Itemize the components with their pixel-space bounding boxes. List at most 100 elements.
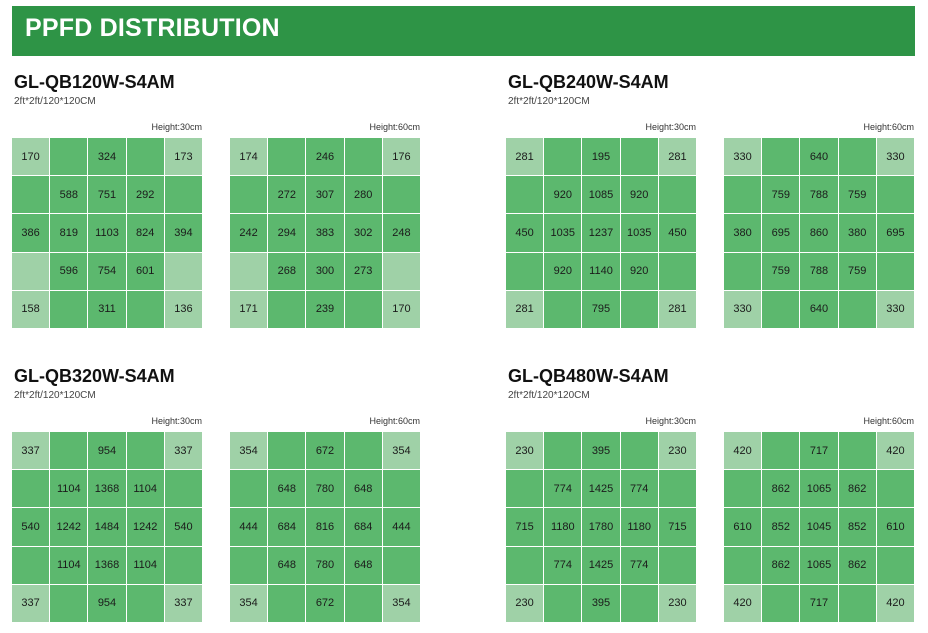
ppfd-cell: 444 bbox=[230, 508, 268, 546]
ppfd-cell bbox=[876, 470, 914, 508]
ppfd-cell: 354 bbox=[230, 432, 268, 470]
ppfd-cell: 954 bbox=[88, 432, 126, 470]
ppfd-cell: 420 bbox=[876, 584, 914, 622]
ppfd-cell: 395 bbox=[582, 584, 620, 622]
ppfd-cell: 1425 bbox=[582, 546, 620, 584]
ppfd-cell bbox=[724, 176, 762, 214]
ppfd-cell: 380 bbox=[838, 214, 876, 252]
ppfd-cell bbox=[230, 252, 268, 290]
ppfd-cell bbox=[164, 470, 202, 508]
ppfd-cell: 860 bbox=[800, 214, 838, 252]
ppfd-cell bbox=[762, 432, 800, 470]
ppfd-cell bbox=[762, 290, 800, 328]
ppfd-cell: 272 bbox=[268, 176, 306, 214]
ppfd-cell bbox=[506, 176, 544, 214]
ppfd-cell: 715 bbox=[658, 508, 696, 546]
ppfd-cell bbox=[230, 470, 268, 508]
ppfd-cell: 450 bbox=[658, 214, 696, 252]
ppfd-cell: 420 bbox=[724, 432, 762, 470]
ppfd-cell bbox=[344, 138, 382, 176]
ppfd-cell bbox=[658, 470, 696, 508]
ppfd-cell bbox=[164, 546, 202, 584]
ppfd-cell: 1103 bbox=[88, 214, 126, 252]
ppfd-cell: 354 bbox=[382, 584, 420, 622]
ppfd-cell bbox=[620, 584, 658, 622]
page-title: PPFD DISTRIBUTION bbox=[25, 14, 280, 42]
ppfd-cell: 170 bbox=[382, 290, 420, 328]
ppfd-cell: 246 bbox=[306, 138, 344, 176]
ppfd-cell: 695 bbox=[762, 214, 800, 252]
ppfd-cell: 311 bbox=[88, 290, 126, 328]
ppfd-cell: 420 bbox=[724, 584, 762, 622]
ppfd-cell: 717 bbox=[800, 584, 838, 622]
ppfd-cell bbox=[382, 176, 420, 214]
ppfd-cell bbox=[544, 138, 582, 176]
ppfd-cell: 920 bbox=[544, 176, 582, 214]
ppfd-cell: 788 bbox=[800, 176, 838, 214]
ppfd-cell: 862 bbox=[838, 546, 876, 584]
ppfd-cell: 759 bbox=[762, 176, 800, 214]
model-title: GL-QB320W-S4AM bbox=[14, 366, 175, 386]
ppfd-cell bbox=[382, 546, 420, 584]
ppfd-cell: 788 bbox=[800, 252, 838, 290]
ppfd-cell bbox=[50, 138, 88, 176]
ppfd-cell: 158 bbox=[12, 290, 50, 328]
ppfd-cell bbox=[838, 432, 876, 470]
ppfd-cell: 920 bbox=[544, 252, 582, 290]
ppfd-cell bbox=[126, 584, 164, 622]
ppfd-cell: 230 bbox=[506, 432, 544, 470]
ppfd-cell: 640 bbox=[800, 290, 838, 328]
ppfd-cell: 1180 bbox=[620, 508, 658, 546]
ppfd-cell: 1065 bbox=[800, 546, 838, 584]
ppfd-cell bbox=[762, 138, 800, 176]
ppfd-cell bbox=[12, 252, 50, 290]
ppfd-grid: 230 395 230 774 1425 774 715 1180 1780 1180 715 774… bbox=[506, 432, 696, 622]
ppfd-cell: 386 bbox=[12, 214, 50, 252]
ppfd-cell: 294 bbox=[268, 214, 306, 252]
ppfd-grid: 354 672 354 648 780 648 444 684 816 684 444 648 780 6… bbox=[230, 432, 420, 622]
ppfd-cell bbox=[12, 176, 50, 214]
height-label: Height:30cm bbox=[151, 416, 202, 426]
height-label: Height:30cm bbox=[645, 122, 696, 132]
ppfd-cell: 1425 bbox=[582, 470, 620, 508]
ppfd-cell: 610 bbox=[876, 508, 914, 546]
ppfd-cell: 1104 bbox=[50, 470, 88, 508]
model-size: 2ft*2ft/120*120CM bbox=[508, 390, 590, 401]
ppfd-cell: 1065 bbox=[800, 470, 838, 508]
ppfd-grid: 281 195 281 920 1085 920 450 1035 1237 1035 450 920… bbox=[506, 138, 696, 328]
model-title: GL-QB480W-S4AM bbox=[508, 366, 669, 386]
ppfd-cell: 759 bbox=[762, 252, 800, 290]
ppfd-cell: 862 bbox=[762, 546, 800, 584]
ppfd-cell: 862 bbox=[838, 470, 876, 508]
ppfd-cell: 1085 bbox=[582, 176, 620, 214]
ppfd-cell bbox=[876, 546, 914, 584]
ppfd-cell bbox=[12, 470, 50, 508]
height-label: Height:30cm bbox=[151, 122, 202, 132]
ppfd-cell: 759 bbox=[838, 252, 876, 290]
ppfd-cell: 540 bbox=[12, 508, 50, 546]
ppfd-cell: 354 bbox=[230, 584, 268, 622]
ppfd-cell: 330 bbox=[724, 138, 762, 176]
ppfd-cell: 268 bbox=[268, 252, 306, 290]
ppfd-cell: 648 bbox=[268, 546, 306, 584]
ppfd-cell: 136 bbox=[164, 290, 202, 328]
ppfd-cell: 588 bbox=[50, 176, 88, 214]
ppfd-cell bbox=[506, 252, 544, 290]
ppfd-cell: 596 bbox=[50, 252, 88, 290]
ppfd-cell: 774 bbox=[544, 546, 582, 584]
ppfd-cell: 1104 bbox=[126, 546, 164, 584]
height-label: Height:30cm bbox=[645, 416, 696, 426]
ppfd-cell bbox=[230, 546, 268, 584]
ppfd-cell: 795 bbox=[582, 290, 620, 328]
ppfd-cell: 281 bbox=[506, 290, 544, 328]
ppfd-cell: 862 bbox=[762, 470, 800, 508]
ppfd-cell: 174 bbox=[230, 138, 268, 176]
ppfd-cell: 444 bbox=[382, 508, 420, 546]
ppfd-cell bbox=[50, 290, 88, 328]
ppfd-cell: 774 bbox=[620, 546, 658, 584]
ppfd-cell bbox=[268, 290, 306, 328]
ppfd-cell: 1140 bbox=[582, 252, 620, 290]
ppfd-cell bbox=[544, 432, 582, 470]
ppfd-cell: 774 bbox=[544, 470, 582, 508]
ppfd-cell: 610 bbox=[724, 508, 762, 546]
